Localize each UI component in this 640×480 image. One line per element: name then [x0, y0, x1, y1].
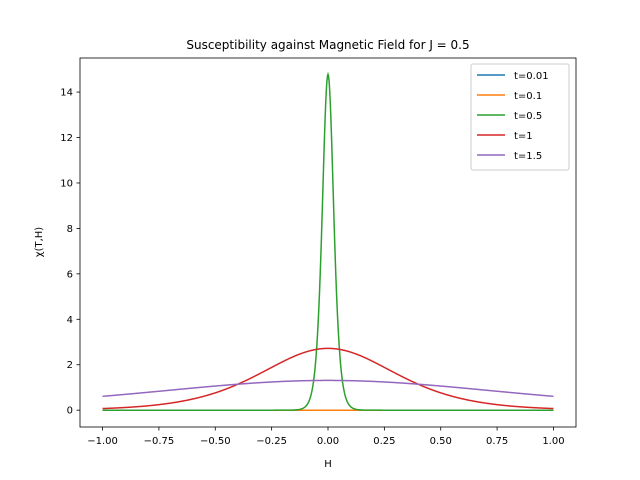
y-axis: 0 2 4 6 8 10 12 14: [60, 88, 80, 417]
legend: t=0.01 t=0.1 t=0.5 t=1 t=1.5: [470, 63, 570, 171]
x-tick-label: −0.75: [144, 436, 175, 447]
legend-label-3: t=1: [514, 131, 533, 142]
y-tick-label: 0: [67, 406, 73, 417]
x-tick-label: 0.00: [317, 436, 339, 447]
y-tick-label: 10: [60, 178, 73, 189]
x-tick-label: 0.75: [486, 436, 508, 447]
y-tick-label: 8: [67, 224, 73, 235]
y-tick-label: 6: [67, 269, 73, 280]
y-tick-label: 2: [67, 360, 73, 371]
y-tick-label: 14: [60, 88, 73, 99]
x-tick-label: −0.50: [200, 436, 231, 447]
x-axis: −1.00 −0.75 −0.50 −0.25 0.00 0.25 0.50 0.75 1.00: [87, 427, 565, 447]
x-tick-label: 0.25: [373, 436, 395, 447]
series-line-4: [102, 379, 554, 398]
legend-label-4: t=1.5: [514, 151, 542, 162]
y-tick-label: 4: [67, 315, 73, 326]
x-tick-label: 1.00: [542, 436, 564, 447]
x-tick-label: −0.25: [256, 436, 287, 447]
series-line-2: [102, 71, 554, 411]
x-tick-label: −1.00: [87, 436, 118, 447]
x-axis-label: H: [324, 459, 332, 470]
chart-title: Susceptibility against Magnetic Field fo…: [186, 38, 469, 52]
y-axis-label: χ(T,H): [34, 227, 45, 257]
plot-area: [102, 71, 554, 411]
series-line-3: [102, 347, 554, 410]
x-tick-label: 0.50: [430, 436, 452, 447]
y-tick-label: 12: [60, 133, 73, 144]
legend-label-0: t=0.01: [514, 71, 549, 82]
legend-box: [470, 63, 570, 171]
legend-label-2: t=0.5: [514, 111, 542, 122]
legend-label-1: t=0.1: [514, 91, 542, 102]
